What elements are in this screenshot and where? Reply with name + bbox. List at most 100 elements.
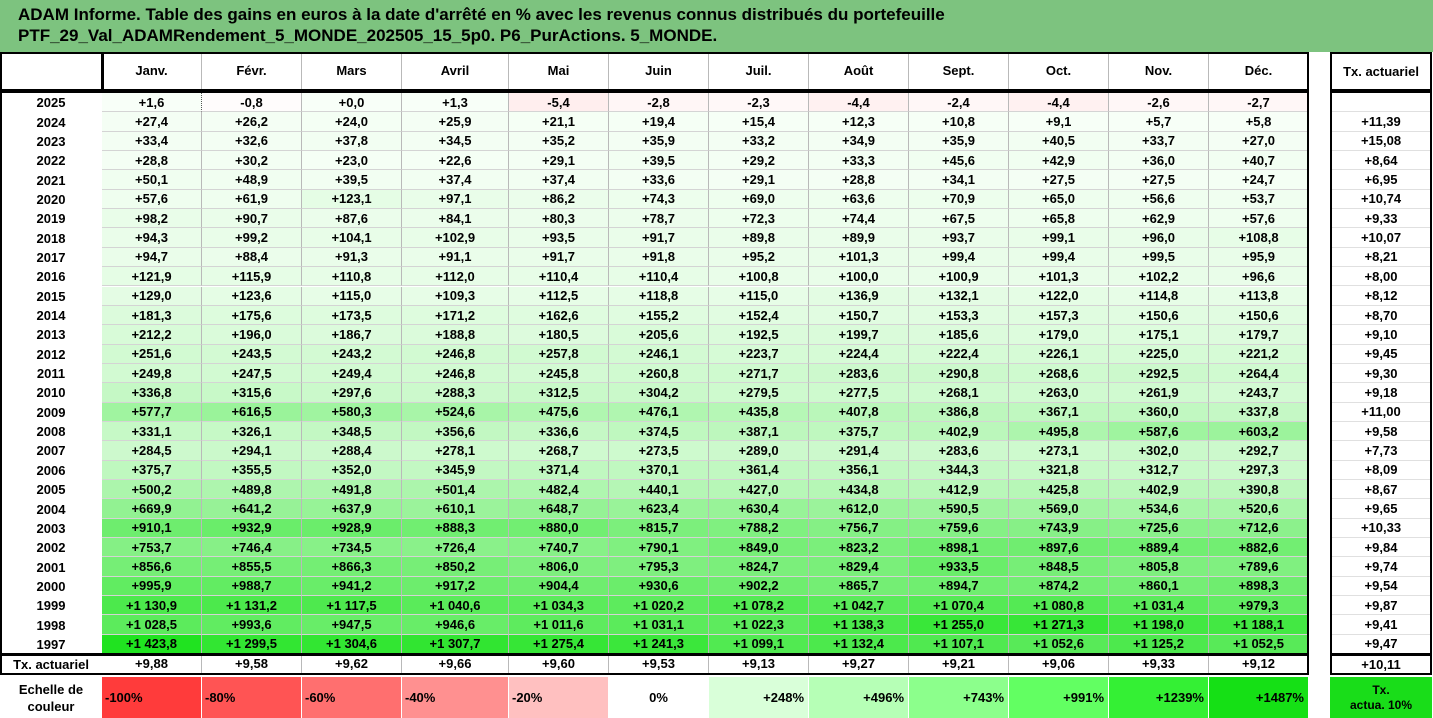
gain-cell: +70,9: [909, 189, 1009, 210]
gain-cell: +28,8: [102, 151, 202, 171]
year-label: 2018: [0, 228, 102, 248]
gain-cell: +1 011,6: [509, 615, 609, 635]
gain-cell: +121,9: [102, 267, 202, 287]
gain-cell: +162,6: [509, 305, 609, 326]
year-label: 2009: [0, 402, 102, 422]
year-label: 2014: [0, 305, 102, 326]
gain-cell: +824,7: [709, 557, 809, 577]
gain-cell: +917,2: [402, 576, 509, 597]
row-rate: +9,30: [1330, 363, 1432, 384]
year-label: 2013: [0, 325, 102, 345]
gain-cell: +1 031,1: [609, 615, 709, 635]
color-scale-swatch: +496%: [809, 677, 909, 718]
gain-cell: +1 052,6: [1009, 634, 1109, 655]
gain-cell: +12,3: [809, 112, 909, 132]
row-rate: +8,67: [1330, 480, 1432, 500]
gain-cell: +360,0: [1109, 402, 1209, 422]
gain-cell: +89,8: [709, 228, 809, 248]
gain-cell: +932,9: [202, 518, 302, 539]
gain-cell: +86,2: [509, 189, 609, 210]
gain-cell: +175,6: [202, 305, 302, 326]
gain-cell: +894,7: [909, 576, 1009, 597]
gain-cell: +196,0: [202, 325, 302, 345]
gain-cell: +173,5: [302, 305, 402, 326]
gain-cell: +15,4: [709, 112, 809, 132]
gain-cell: +491,8: [302, 480, 402, 500]
gain-cell: +91,8: [609, 247, 709, 268]
gain-cell: +865,7: [809, 576, 909, 597]
gain-cell: +1 198,0: [1109, 615, 1209, 635]
gain-cell: +1 040,6: [402, 596, 509, 616]
gain-cell: +1 107,1: [909, 634, 1009, 655]
rate-scale-line2: actua. 10%: [1349, 697, 1413, 712]
gain-cell: +199,7: [809, 325, 909, 345]
footer-rate-cell: +9,12: [1209, 654, 1309, 675]
row-rate: +9,10: [1330, 325, 1432, 345]
gain-cell: +1 271,3: [1009, 615, 1109, 635]
gain-cell: +34,5: [402, 131, 509, 152]
gain-cell: +1 020,2: [609, 596, 709, 616]
gain-cell: +988,7: [202, 576, 302, 597]
footer-rate-cell: +9,60: [509, 654, 609, 675]
year-label: 2021: [0, 170, 102, 190]
gain-cell: -4,4: [1009, 93, 1109, 113]
gain-cell: +855,5: [202, 557, 302, 577]
gain-cell: +312,5: [509, 383, 609, 403]
gain-cell: +495,8: [1009, 421, 1109, 442]
gain-cell: +1 131,2: [202, 596, 302, 616]
gain-cell: +759,6: [909, 518, 1009, 539]
scale-label-line2: couleur: [27, 698, 75, 714]
year-label: 2003: [0, 518, 102, 539]
gain-cell: +95,9: [1209, 247, 1309, 268]
gain-cell: +849,0: [709, 538, 809, 558]
gain-cell: +361,4: [709, 460, 809, 480]
row-rate: +7,73: [1330, 441, 1432, 461]
gain-cell: +616,5: [202, 402, 302, 422]
row-rate: +10,07: [1330, 228, 1432, 248]
gain-cell: +42,9: [1009, 151, 1109, 171]
year-label: 2004: [0, 499, 102, 519]
gain-cell: +100,8: [709, 267, 809, 287]
year-label: 2017: [0, 247, 102, 268]
month-header: Avril: [402, 52, 509, 90]
gain-cell: +180,5: [509, 325, 609, 345]
report-title: ADAM Informe. Table des gains en euros à…: [0, 0, 1433, 52]
gain-cell: +21,1: [509, 112, 609, 132]
gain-cell: +580,3: [302, 402, 402, 422]
gain-cell: +331,1: [102, 421, 202, 442]
gain-cell: +370,1: [609, 460, 709, 480]
gain-cell: +28,8: [809, 170, 909, 190]
gain-cell: +284,5: [102, 441, 202, 461]
gain-cell: +29,2: [709, 151, 809, 171]
gain-cell: +87,6: [302, 209, 402, 229]
gain-cell: +45,6: [909, 151, 1009, 171]
gain-cell: +115,0: [302, 286, 402, 306]
gain-cell: +99,2: [202, 228, 302, 248]
gain-cell: +440,1: [609, 480, 709, 500]
month-header: Déc.: [1209, 52, 1309, 90]
gain-cell: +192,5: [709, 325, 809, 345]
gain-cell: +829,4: [809, 557, 909, 577]
gain-cell: +734,5: [302, 538, 402, 558]
gain-cell: +1 080,8: [1009, 596, 1109, 616]
year-label: 2002: [0, 538, 102, 558]
month-header: Juil.: [709, 52, 809, 90]
gain-cell: +33,7: [1109, 131, 1209, 152]
gain-cell: +336,6: [509, 421, 609, 442]
gain-cell: +243,5: [202, 344, 302, 364]
gain-cell: +850,2: [402, 557, 509, 577]
gain-cell: +29,1: [509, 151, 609, 171]
gain-cell: +277,5: [809, 383, 909, 403]
gain-cell: +610,1: [402, 499, 509, 519]
gain-cell: +882,6: [1209, 538, 1309, 558]
gain-cell: +795,3: [609, 557, 709, 577]
gain-cell: +979,3: [1209, 596, 1309, 616]
gain-cell: +179,7: [1209, 325, 1309, 345]
year-label: 1999: [0, 596, 102, 616]
year-label: 2020: [0, 189, 102, 210]
row-rate: [1330, 93, 1432, 113]
gain-cell: +243,7: [1209, 383, 1309, 403]
gain-cell: +150,6: [1209, 305, 1309, 326]
row-rate: +15,08: [1330, 131, 1432, 152]
gain-cell: +65,0: [1009, 189, 1109, 210]
